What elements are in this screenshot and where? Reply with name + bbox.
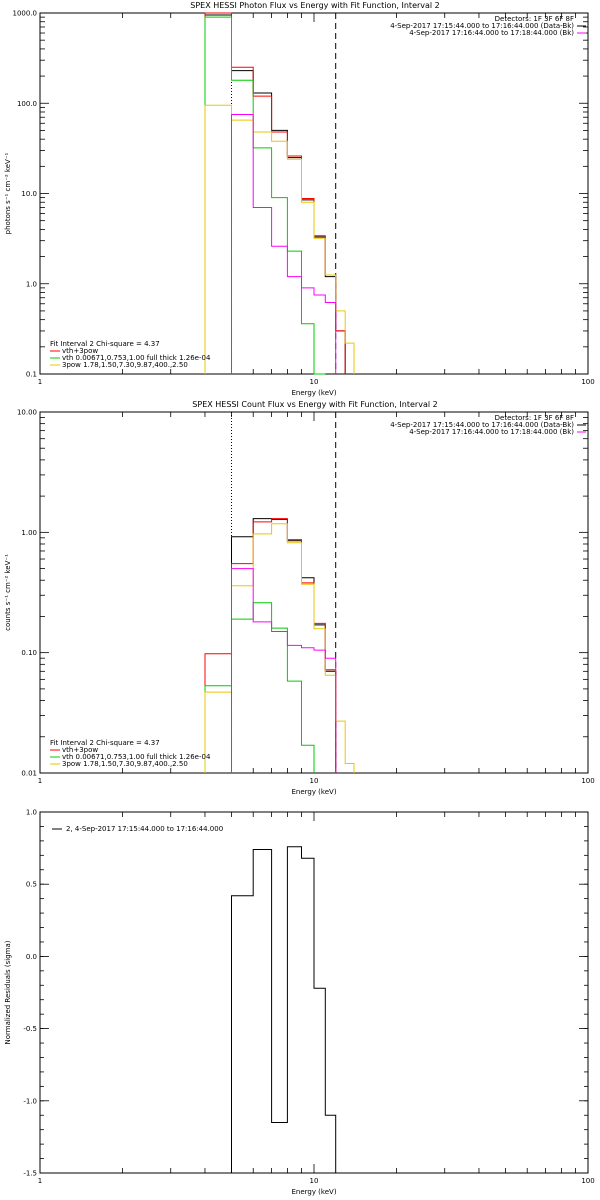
count-series-1-histogram — [204, 518, 337, 773]
count-legend-bottom-text: vth+3pow — [62, 746, 98, 754]
photon-y-tick-label: 10.0 — [21, 190, 37, 198]
photon-x-tick-label: 10 — [310, 378, 319, 386]
count-x-tick-label: 10 — [310, 777, 319, 785]
count-legend-top-text: Detectors: 1F 3F 6F 8F — [495, 414, 574, 422]
count-legend-bottom-text: vth 0.00671,0.753,1.00 full thick 1.26e-… — [62, 753, 211, 761]
count-series-0-histogram — [231, 518, 337, 773]
residual-y-tick-label: -1.5 — [23, 1170, 37, 1178]
residual-y-tick-label: -0.5 — [23, 1025, 37, 1033]
count-x-tick-label: 100 — [581, 777, 594, 785]
photon-x-axis-title: Energy (keV) — [291, 389, 336, 397]
residual-y-tick-label: 0.5 — [26, 881, 37, 889]
count-y-tick-label: 0.10 — [21, 649, 37, 657]
residual-x-tick-label: 10 — [310, 1177, 319, 1185]
residuals-chart: 1 10 100 -1.5 -1.0 -0.5 0.0 0.5 1.0 Energy (keV) N… — [4, 809, 595, 1197]
photon-legend-top-text: 4-Sep-2017 17:16:44.000 to 17:18:44.000 … — [409, 29, 574, 37]
count-y-tick-label: 0.01 — [21, 770, 37, 778]
photon-y-tick-label: 1.0 — [26, 280, 37, 288]
count-flux-title: SPEX HESSI Count Flux vs Energy with Fit… — [192, 400, 437, 409]
photon-series-1-histogram — [204, 12, 346, 374]
photon-flux-title: SPEX HESSI Photon Flux vs Energy with Fi… — [190, 1, 440, 10]
photon-legend-bottom-text: 3pow 1.78,1.50,7.30,9.87,400.,2.50 — [62, 361, 188, 369]
count-y-tick-label: 1.00 — [21, 529, 37, 537]
count-x-tick-label: 1 — [38, 777, 42, 785]
photon-legend-top-text: 4-Sep-2017 17:15:44.000 to 17:16:44.000 … — [390, 22, 574, 30]
photon-legend-bottom-text: Fit Interval 2 Chi-square = 4.37 — [50, 340, 160, 348]
count-series-2-histogram — [204, 602, 315, 773]
residual-y-axis-title: Normalized Residuals (sigma) — [4, 940, 12, 1044]
count-y-axis-title: counts s⁻¹ cm⁻² keV⁻¹ — [4, 554, 12, 631]
residual-x-tick-label: 100 — [581, 1177, 594, 1185]
count-y-tick-label: 10.00 — [17, 409, 37, 417]
photon-series-4-histogram — [231, 114, 337, 374]
residual-x-tick-label: 1 — [38, 1177, 42, 1185]
photon-y-tick-label: 100.0 — [17, 100, 37, 108]
count-legend-bottom-text: Fit Interval 2 Chi-square = 4.37 — [50, 739, 160, 747]
photon-series-2-histogram — [204, 16, 326, 375]
photon-legend-top-text: Detectors: 1F 3F 6F 8F — [495, 15, 574, 23]
photon-plot-frame — [39, 12, 589, 375]
photon-y-axis-title: photons s⁻¹ cm⁻² keV⁻¹ — [4, 152, 12, 234]
residual-legend-top-text: 2, 4-Sep-2017 17:15:44.000 to 17:16:44.0… — [66, 825, 223, 833]
photon-y-tick-label: 0.1 — [26, 371, 37, 379]
photon-legend-bottom-text: vth 0.00671,0.753,1.00 full thick 1.26e-… — [62, 354, 211, 362]
residual-y-tick-label: 1.0 — [26, 809, 37, 817]
count-legend-top-text: 4-Sep-2017 17:16:44.000 to 17:18:44.000 … — [409, 428, 574, 436]
count-flux-chart: SPEX HESSI Count Flux vs Energy with Fit… — [4, 400, 595, 796]
count-legend-bottom-text: 3pow 1.78,1.50,7.30,9.87,400.,2.50 — [62, 760, 188, 768]
photon-legend-bottom-text: vth+3pow — [62, 347, 98, 355]
count-series-4-histogram — [231, 568, 337, 773]
photon-x-tick-label: 100 — [581, 378, 594, 386]
count-series-3-histogram — [204, 523, 355, 773]
photon-x-tick-label: 1 — [38, 378, 42, 386]
count-x-axis-title: Energy (keV) — [291, 788, 336, 796]
residual-y-tick-label: -1.0 — [23, 1097, 37, 1105]
photon-series-3-histogram — [204, 104, 355, 374]
photon-flux-chart: SPEX HESSI Photon Flux vs Energy with Fi… — [4, 1, 595, 397]
residual-series-0-histogram — [231, 846, 337, 1173]
photon-series-0-histogram — [204, 14, 346, 374]
residual-x-axis-title: Energy (keV) — [291, 1188, 336, 1196]
count-legend-top-text: 4-Sep-2017 17:15:44.000 to 17:16:44.000 … — [390, 421, 574, 429]
residual-y-tick-label: 0.0 — [26, 953, 37, 961]
photon-y-tick-label: 1000.0 — [13, 10, 38, 18]
